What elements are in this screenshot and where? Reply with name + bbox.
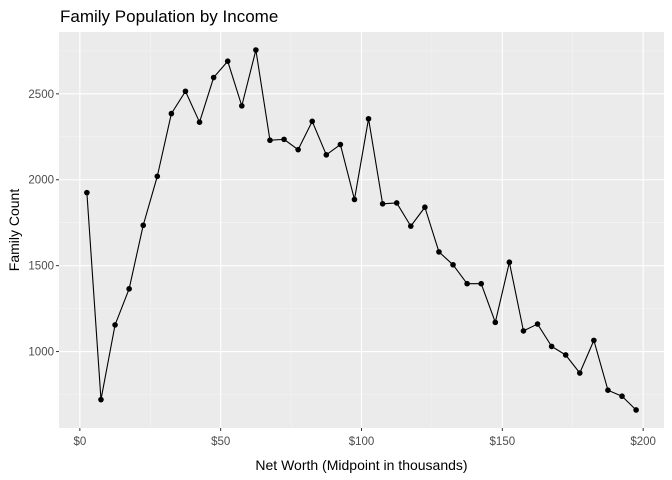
y-tick-label: 1500 [28,261,54,273]
y-tick-label: 2500 [28,89,54,101]
data-point [562,352,569,358]
data-point [605,387,611,394]
data-point [295,146,301,153]
data-point [140,222,147,229]
y-tick-label: 2000 [28,175,54,187]
x-tick-label: $150 [490,436,516,448]
data-point [407,223,414,229]
data-point [238,103,245,109]
data-point [98,396,104,403]
data-point [478,280,485,287]
data-point [267,137,273,144]
data-point [576,370,583,376]
series-line [86,49,637,411]
data-point [351,196,358,203]
data-point [534,321,541,327]
data-point [492,319,499,326]
x-tick-label: $50 [211,436,230,448]
x-axis: $0 $50 $100 $150 $200 [73,428,656,448]
data-point [210,74,217,81]
major-gridlines [59,32,664,428]
chart-title: Family Population by Income [60,7,278,26]
data-point [450,261,456,268]
x-tick-label: $0 [73,436,86,448]
y-axis-title: Family Count [6,189,22,272]
data-point [506,259,513,266]
data-point [337,141,344,148]
data-point [619,393,625,400]
data-point [548,343,555,350]
data-point [379,201,386,207]
data-point [154,173,161,180]
data-point [309,118,316,125]
data-point [168,110,175,117]
data-point [436,249,442,255]
data-point [323,152,330,158]
data-point [84,189,90,196]
data-point [126,286,132,292]
data-point [112,322,118,328]
data-point [281,136,287,143]
x-axis-title: Net Worth (Midpoint in thousands) [255,457,467,473]
data-point [520,328,527,334]
data-point [422,204,428,211]
data-series [84,47,639,413]
y-tick-label: 1000 [28,347,54,359]
data-point [253,47,259,53]
data-point [393,200,400,206]
data-point [224,58,231,65]
data-point [464,280,470,287]
data-point [633,407,639,413]
y-axis: 1000 1500 2000 2500 [28,89,59,359]
x-tick-label: $100 [349,436,375,448]
data-point [591,337,597,344]
x-tick-label: $200 [630,436,656,448]
data-point [196,119,203,125]
data-point [365,115,372,122]
data-point [182,88,189,95]
